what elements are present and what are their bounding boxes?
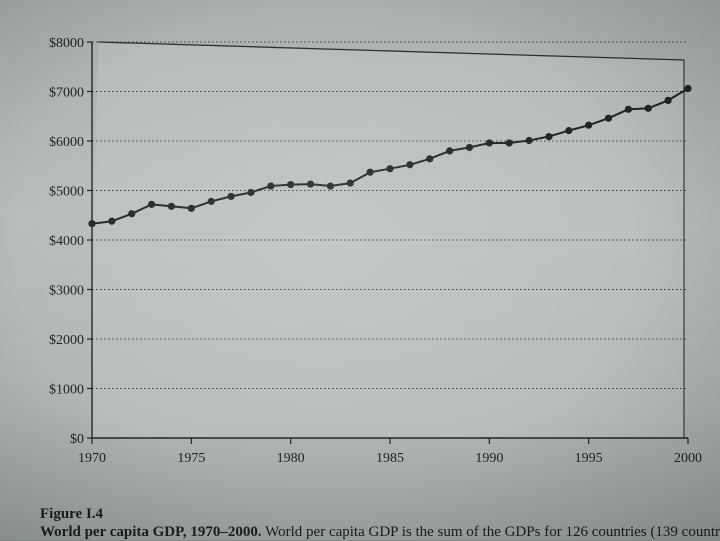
figure-title: World per capita GDP, 1970–2000. bbox=[40, 524, 262, 540]
x-tick-label: 1980 bbox=[277, 451, 305, 466]
data-point bbox=[267, 182, 275, 190]
data-point bbox=[326, 182, 334, 190]
data-point bbox=[406, 161, 414, 169]
plot-area bbox=[90, 42, 685, 438]
data-point bbox=[207, 197, 215, 205]
data-point bbox=[604, 114, 613, 122]
data-point bbox=[247, 188, 255, 197]
x-tick-label: 1985 bbox=[376, 451, 404, 466]
data-point bbox=[545, 132, 553, 141]
data-point bbox=[227, 192, 235, 201]
y-tick-label: $5000 bbox=[49, 185, 84, 200]
data-point bbox=[346, 179, 354, 187]
data-point bbox=[187, 204, 195, 212]
data-point bbox=[88, 220, 96, 228]
y-tick-label: $4000 bbox=[49, 234, 84, 249]
y-tick-label: $3000 bbox=[49, 284, 84, 299]
data-point bbox=[287, 180, 295, 189]
data-point bbox=[684, 84, 692, 93]
data-point bbox=[148, 200, 156, 208]
figure-label: Figure I.4 bbox=[40, 506, 104, 522]
plot-top-border bbox=[97, 41, 685, 61]
x-tick-label: 1970 bbox=[78, 451, 106, 466]
data-point bbox=[485, 139, 493, 147]
data-series bbox=[88, 84, 692, 228]
data-point bbox=[465, 143, 474, 152]
y-tick-label: $2000 bbox=[49, 333, 84, 348]
y-tick-labels: $0 $1000 $2000 $3000 $4000 $5000 $6000 $7000 $80… bbox=[49, 36, 84, 447]
grid-lines bbox=[92, 41, 688, 389]
data-point bbox=[624, 105, 633, 113]
x-tick-label: 1995 bbox=[575, 451, 603, 466]
axes bbox=[87, 41, 689, 444]
data-point bbox=[446, 147, 454, 155]
y-tick-label: $8000 bbox=[49, 36, 84, 51]
x-tick-labels: 1970 1975 1980 1985 1990 1995 2000 bbox=[78, 451, 702, 466]
caption-text: World per capita GDP is the sum of the G… bbox=[261, 524, 720, 540]
x-tick-label: 1975 bbox=[177, 451, 205, 466]
y-tick-label: $0 bbox=[70, 432, 84, 447]
data-point bbox=[108, 217, 116, 225]
caption-line: World per capita GDP, 1970–2000. World p… bbox=[40, 523, 720, 541]
data-point bbox=[306, 180, 315, 188]
data-point bbox=[525, 136, 533, 145]
data-point bbox=[585, 121, 593, 129]
data-point bbox=[565, 127, 573, 135]
data-point bbox=[664, 96, 672, 105]
y-tick-label: $6000 bbox=[49, 135, 84, 150]
data-point bbox=[366, 168, 374, 176]
y-tick-label: $1000 bbox=[49, 383, 84, 398]
y-tick-label: $7000 bbox=[49, 86, 84, 101]
figure-caption: Figure I.4 World per capita GDP, 1970–20… bbox=[40, 505, 720, 541]
data-point bbox=[386, 165, 394, 173]
data-point bbox=[426, 155, 434, 163]
data-point bbox=[167, 202, 176, 210]
x-tick-label: 2000 bbox=[674, 451, 702, 466]
data-point bbox=[644, 104, 652, 112]
data-point bbox=[128, 210, 136, 218]
x-tick-label: 1990 bbox=[475, 451, 503, 466]
data-point bbox=[505, 139, 513, 147]
